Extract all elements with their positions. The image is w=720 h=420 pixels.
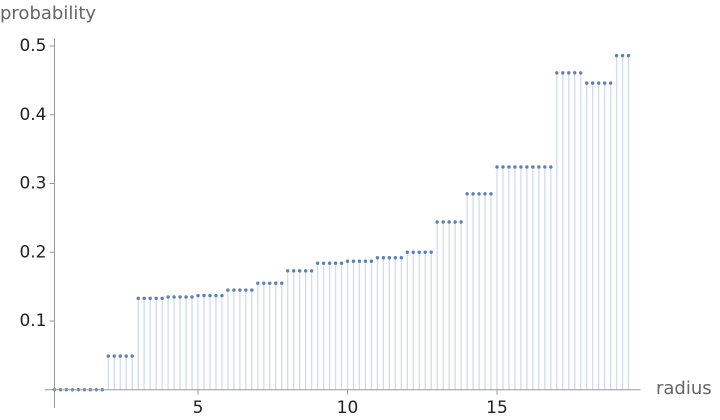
y-tick-label: 0.3	[19, 174, 46, 194]
point	[465, 192, 469, 196]
point	[280, 281, 284, 285]
point	[567, 71, 571, 75]
x-tick-label: 5	[193, 398, 204, 418]
point	[208, 293, 212, 298]
point	[286, 269, 290, 273]
x-tick-label: 10	[337, 398, 359, 418]
point	[549, 165, 553, 169]
point	[268, 281, 272, 285]
point	[363, 259, 368, 263]
y-tick-label: 0.4	[19, 105, 46, 125]
x-axis-title: radius	[656, 378, 712, 399]
point	[196, 293, 200, 298]
point	[250, 288, 254, 292]
point	[435, 220, 439, 224]
point	[154, 296, 158, 301]
point	[495, 165, 499, 169]
point	[202, 293, 206, 298]
point	[214, 293, 218, 298]
point	[297, 269, 302, 273]
point	[124, 354, 128, 358]
point	[614, 53, 619, 58]
point	[166, 295, 170, 299]
point	[513, 165, 517, 169]
point	[333, 261, 338, 265]
point	[561, 71, 565, 75]
y-tick-label: 0.5	[19, 36, 46, 56]
point	[501, 165, 505, 169]
point	[238, 288, 242, 292]
point	[118, 354, 122, 358]
point	[160, 296, 164, 301]
point	[423, 250, 427, 254]
point	[579, 71, 583, 75]
point	[608, 81, 613, 85]
point	[369, 259, 374, 263]
point	[244, 288, 248, 292]
point	[315, 261, 320, 265]
point	[405, 250, 409, 254]
x-tick-label: 15	[486, 398, 508, 418]
point	[232, 288, 236, 292]
point	[190, 295, 194, 299]
point	[393, 256, 398, 260]
point	[148, 296, 152, 301]
point	[339, 261, 344, 265]
point	[531, 165, 535, 169]
point	[351, 259, 356, 263]
point	[321, 261, 326, 265]
y-tick-label: 0.2	[19, 242, 46, 262]
point	[507, 165, 511, 169]
point	[590, 81, 595, 85]
point	[309, 269, 314, 273]
point	[417, 250, 421, 254]
point	[178, 295, 182, 299]
point	[303, 269, 308, 273]
point	[525, 165, 529, 169]
point	[256, 281, 260, 285]
point	[220, 293, 224, 298]
point	[184, 295, 188, 299]
point	[345, 259, 350, 263]
point	[112, 354, 116, 358]
point	[106, 354, 111, 358]
point	[573, 71, 577, 75]
y-axis-title: probability	[0, 3, 96, 24]
point	[483, 192, 487, 196]
point	[226, 288, 230, 292]
point	[489, 192, 493, 196]
point	[584, 81, 589, 85]
point	[274, 281, 278, 285]
point	[262, 281, 266, 285]
point	[411, 250, 415, 254]
point	[130, 354, 134, 358]
point	[429, 250, 433, 254]
point	[327, 261, 332, 265]
point	[399, 256, 404, 260]
point	[555, 71, 559, 75]
point	[620, 53, 625, 58]
point	[441, 220, 445, 224]
point	[459, 220, 463, 224]
point	[447, 220, 451, 224]
point	[453, 220, 457, 224]
point	[291, 269, 296, 273]
point	[537, 165, 541, 169]
point	[543, 165, 547, 169]
point	[387, 256, 392, 260]
point	[375, 256, 380, 260]
point	[471, 192, 475, 196]
point	[381, 256, 386, 260]
point	[602, 81, 607, 85]
point	[172, 295, 176, 299]
point	[519, 165, 523, 169]
point	[477, 192, 481, 196]
point	[626, 53, 631, 58]
point	[142, 296, 146, 301]
point	[596, 81, 601, 85]
y-tick-label: 0.1	[19, 311, 46, 331]
point	[357, 259, 362, 263]
point	[136, 296, 140, 301]
